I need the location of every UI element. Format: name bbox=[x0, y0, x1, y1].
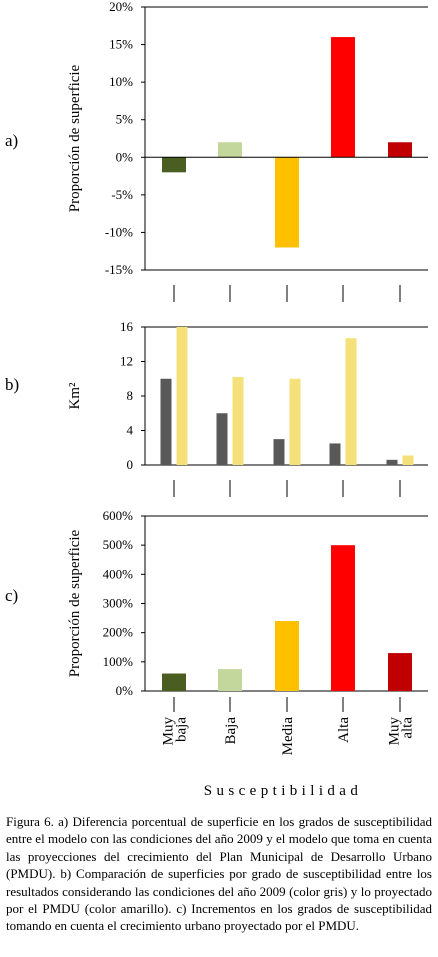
x-category-label: Muy bbox=[387, 717, 403, 746]
y-tick-label: -5% bbox=[111, 187, 133, 202]
x-category-label: Muy bbox=[161, 717, 177, 746]
x-category-label: Baja bbox=[223, 717, 239, 745]
y-tick-label: 20% bbox=[109, 0, 133, 14]
bar bbox=[331, 545, 355, 691]
panel-label: a) bbox=[5, 131, 18, 150]
bar bbox=[218, 669, 242, 691]
x-category-label: Alta bbox=[336, 717, 352, 743]
bar bbox=[275, 621, 299, 691]
bar bbox=[160, 378, 172, 465]
x-category-label: alta bbox=[400, 717, 416, 739]
bar bbox=[388, 142, 412, 158]
bar bbox=[162, 673, 186, 691]
y-tick-label: 10% bbox=[109, 74, 133, 89]
y-tick-label: -15% bbox=[105, 262, 133, 277]
bar bbox=[218, 142, 242, 158]
bar bbox=[388, 653, 412, 691]
y-axis-title: Proporción de superficie bbox=[67, 64, 83, 212]
bar bbox=[162, 157, 186, 173]
y-tick-label: 15% bbox=[109, 37, 133, 52]
bar bbox=[386, 459, 398, 465]
y-tick-label: 16 bbox=[120, 319, 134, 334]
y-tick-label: 4 bbox=[127, 423, 134, 438]
y-tick-label: 600% bbox=[103, 508, 134, 523]
y-tick-label: 400% bbox=[103, 566, 134, 581]
x-axis-title: Susceptibilidad bbox=[204, 783, 363, 799]
bar bbox=[176, 327, 188, 465]
x-category-label: baja bbox=[174, 717, 190, 742]
y-tick-label: 5% bbox=[116, 112, 134, 127]
bar bbox=[275, 157, 299, 248]
y-tick-label: 0% bbox=[116, 149, 134, 164]
y-tick-label: -10% bbox=[105, 224, 133, 239]
bar bbox=[331, 37, 355, 158]
bar bbox=[329, 443, 341, 465]
y-tick-label: 500% bbox=[103, 537, 134, 552]
y-tick-label: 8 bbox=[127, 388, 134, 403]
bar bbox=[273, 439, 285, 465]
y-axis-title: Proporción de superficie bbox=[67, 529, 83, 677]
y-axis-title: Km² bbox=[67, 382, 83, 410]
bar bbox=[402, 455, 414, 465]
x-category-label: Media bbox=[280, 717, 296, 756]
bar bbox=[216, 413, 228, 465]
y-tick-label: 300% bbox=[103, 596, 134, 611]
bar bbox=[345, 338, 357, 465]
y-tick-label: 200% bbox=[103, 625, 134, 640]
bar bbox=[289, 378, 301, 465]
y-tick-label: 12 bbox=[120, 354, 133, 369]
figure-chart: -15% -10% -5% 0% 5% 10% 15% 20% Proporción de su… bbox=[5, 0, 428, 799]
panel-label: c) bbox=[5, 586, 18, 605]
bar bbox=[232, 377, 244, 465]
figure-caption: Figura 6. a) Diferencia porcentual de su… bbox=[6, 814, 432, 934]
y-tick-label: 0 bbox=[127, 457, 134, 472]
y-tick-label: 0% bbox=[116, 683, 134, 698]
panel-label: b) bbox=[5, 375, 19, 394]
y-tick-label: 100% bbox=[103, 654, 134, 669]
